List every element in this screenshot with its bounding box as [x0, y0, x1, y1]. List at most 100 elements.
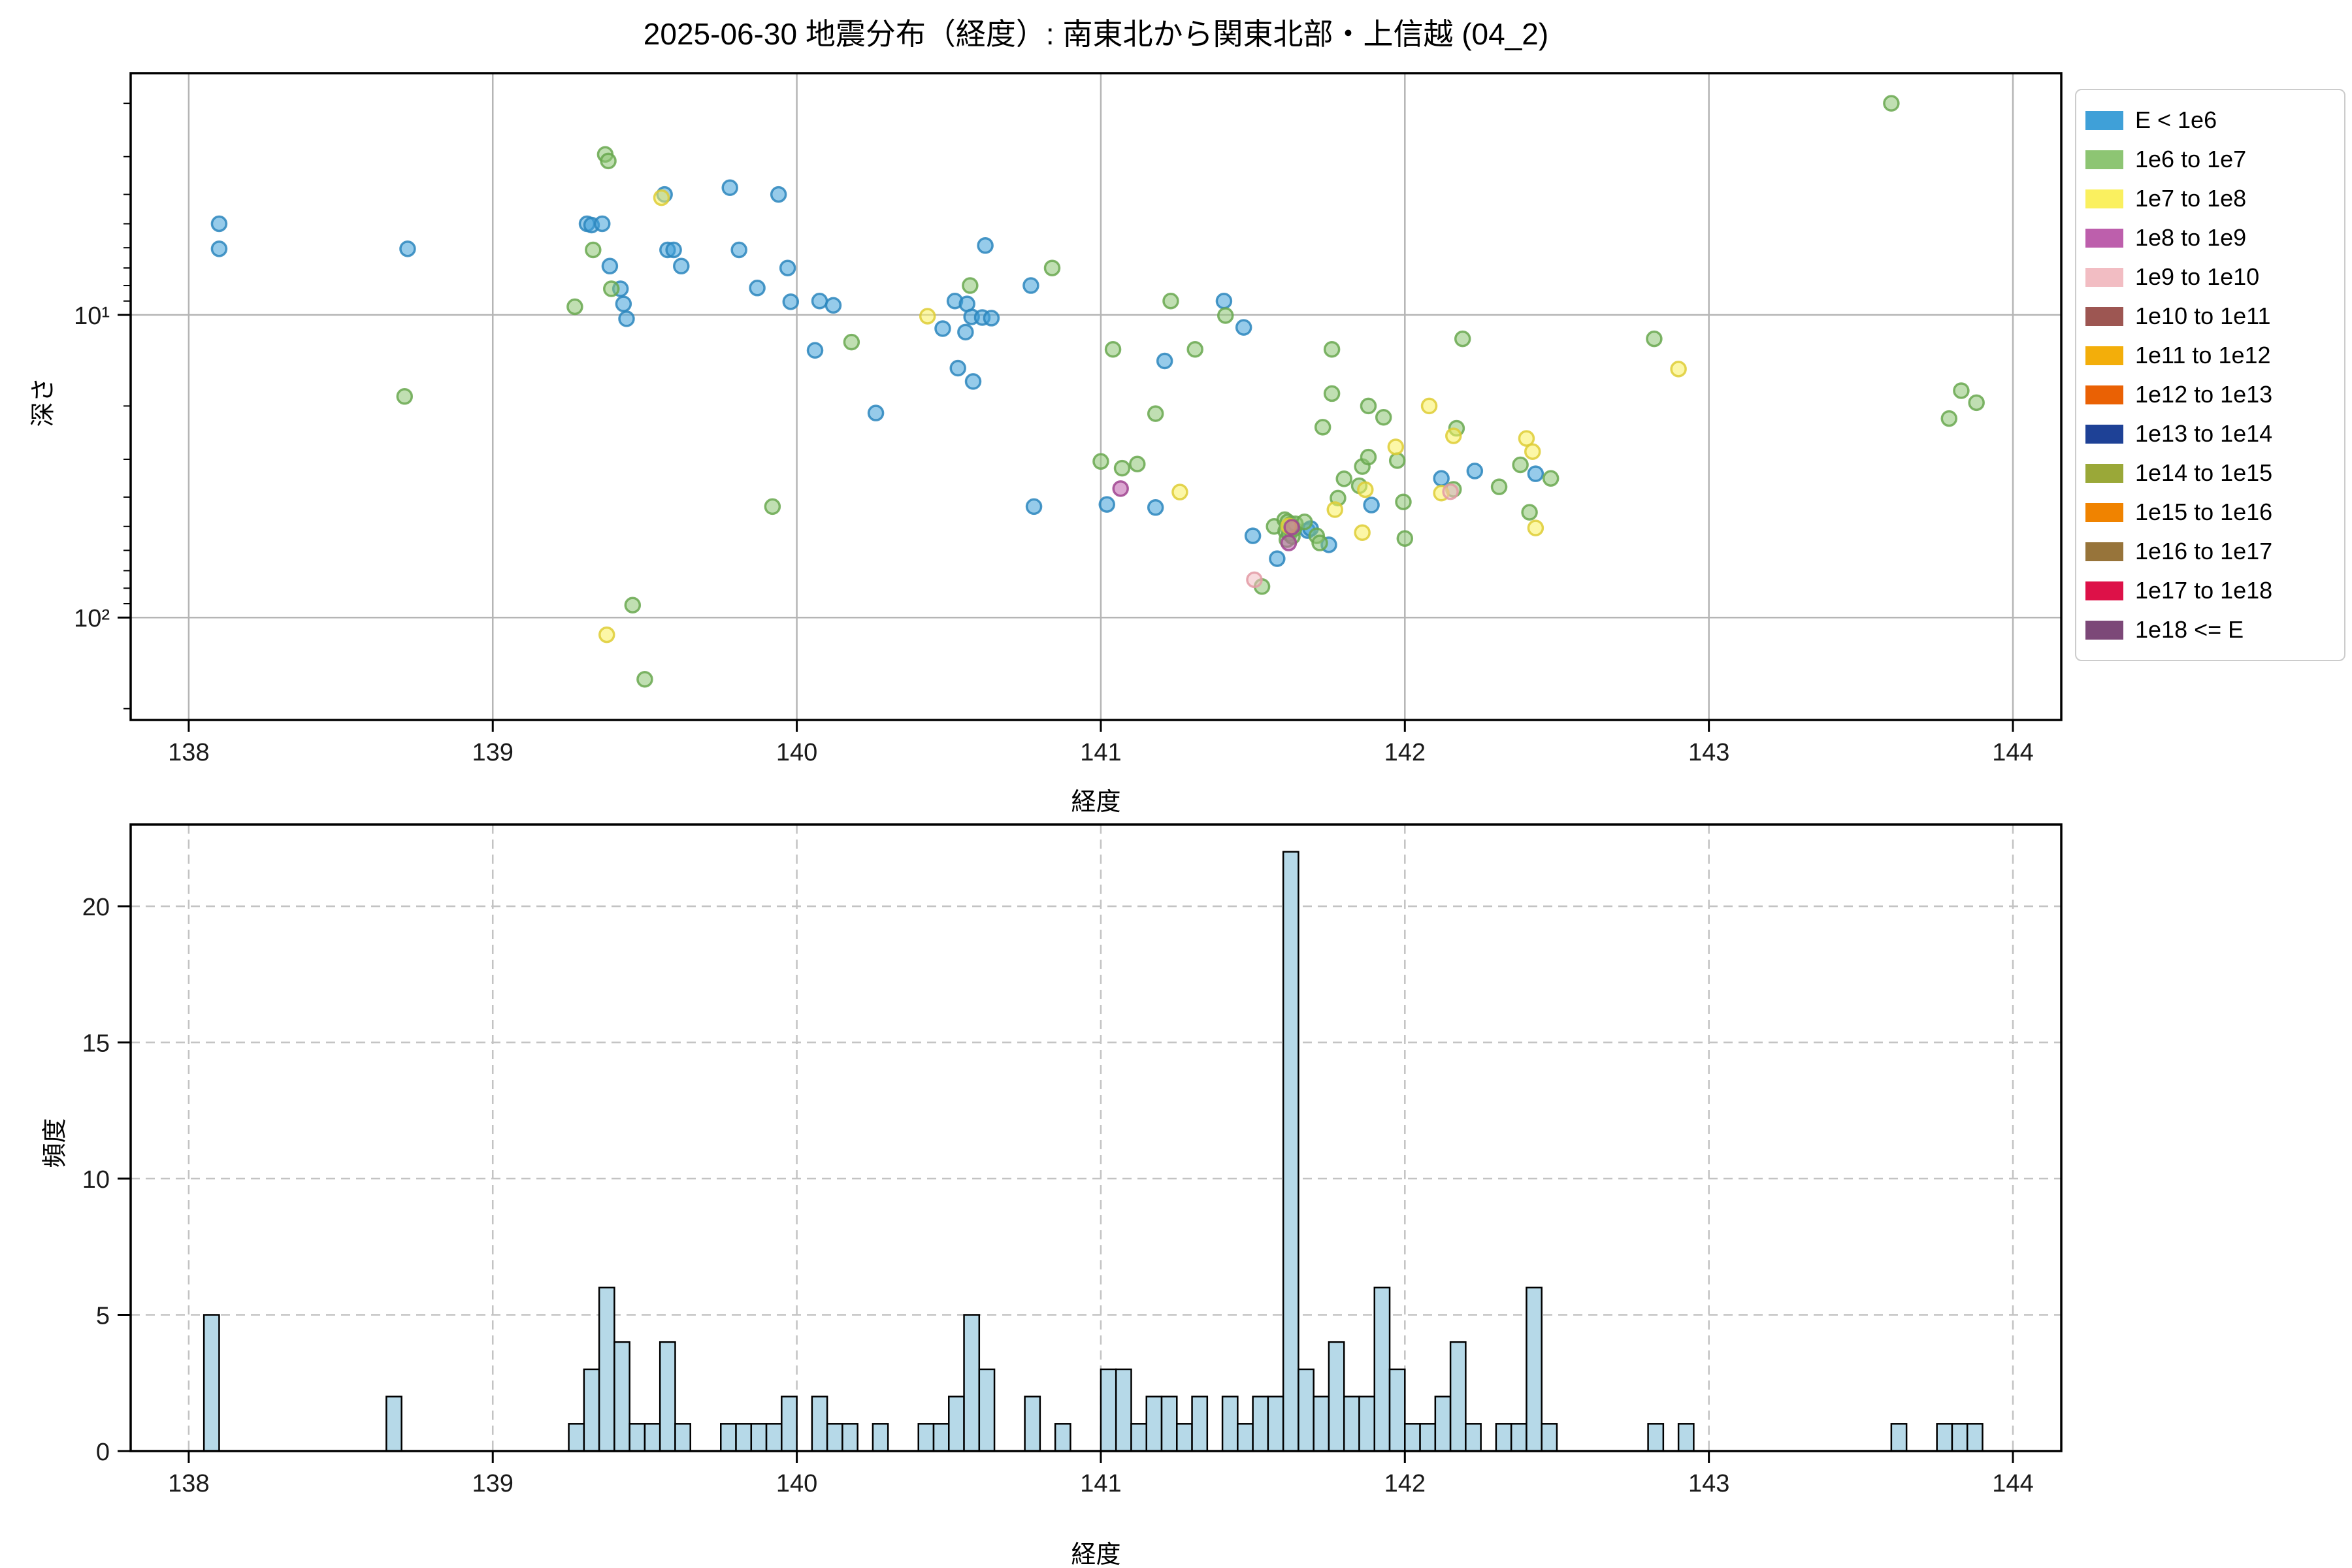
- histogram-bar: [826, 1423, 843, 1452]
- data-point: [825, 297, 842, 314]
- data-point: [1323, 385, 1341, 402]
- histogram-bar: [1191, 1396, 1209, 1452]
- legend-label: 1e17 to 1e18: [2135, 577, 2273, 604]
- data-point: [600, 152, 617, 170]
- data-point: [210, 240, 228, 257]
- histogram-bar: [1966, 1423, 1984, 1452]
- histogram-bar: [1328, 1341, 1345, 1452]
- data-point: [601, 257, 619, 275]
- legend-label: E < 1e6: [2135, 106, 2217, 133]
- data-point: [1527, 465, 1544, 482]
- data-point: [1113, 459, 1131, 477]
- data-point: [770, 186, 787, 203]
- data-point: [396, 388, 414, 405]
- bottom-xtick-label: 138: [168, 1470, 209, 1497]
- bottom-xtick-label: 142: [1384, 1470, 1426, 1497]
- legend-item-2: 1e7 to 1e8: [2085, 179, 2335, 218]
- histogram-bar: [1024, 1396, 1041, 1452]
- histogram-bar: [1388, 1368, 1406, 1452]
- legend-swatch-icon: [2085, 385, 2123, 404]
- histogram-bar: [720, 1423, 737, 1452]
- histogram-bar: [765, 1423, 783, 1452]
- data-point: [566, 298, 583, 316]
- data-point: [665, 241, 682, 259]
- data-point: [598, 626, 615, 644]
- bottom-xtick-label: 143: [1688, 1470, 1729, 1497]
- data-point: [1043, 259, 1061, 276]
- data-point: [1363, 497, 1380, 514]
- legend-swatch-icon: [2085, 306, 2123, 326]
- legend-label: 1e13 to 1e14: [2135, 420, 2273, 447]
- histogram-bar: [1677, 1423, 1695, 1452]
- top-xtick-label: 139: [472, 739, 514, 766]
- legend-item-11: 1e16 to 1e17: [2085, 532, 2335, 571]
- histogram-bar: [1647, 1423, 1665, 1452]
- legend-item-6: 1e11 to 1e12: [2085, 336, 2335, 375]
- data-point: [636, 671, 653, 688]
- bottom-ytick-label: 15: [82, 1030, 110, 1058]
- histogram-bar: [598, 1286, 615, 1452]
- data-point: [843, 333, 860, 351]
- bottom-ytick-label: 5: [96, 1303, 110, 1330]
- histogram-bar: [1221, 1396, 1239, 1452]
- data-point: [1466, 463, 1484, 480]
- legend-label: 1e6 to 1e7: [2135, 146, 2247, 172]
- data-point: [1968, 394, 1985, 412]
- top-plot-ylabel: 深さ: [29, 377, 57, 427]
- histogram-bar: [1237, 1423, 1254, 1452]
- data-point: [811, 293, 828, 310]
- histogram-bar: [1936, 1423, 1953, 1452]
- data-point: [1022, 277, 1039, 294]
- top-xtick-label: 144: [1992, 739, 2033, 766]
- data-point: [782, 293, 800, 310]
- data-point: [1269, 550, 1286, 567]
- data-point: [1433, 470, 1450, 487]
- histogram-bar: [1176, 1423, 1193, 1452]
- histogram-bar: [613, 1341, 630, 1452]
- data-point: [1314, 419, 1331, 436]
- legend-label: 1e12 to 1e13: [2135, 381, 2273, 408]
- data-point: [1527, 519, 1544, 536]
- histogram-bar: [1526, 1286, 1543, 1452]
- data-point: [1129, 455, 1146, 472]
- data-point: [779, 259, 796, 276]
- data-point: [1646, 330, 1663, 348]
- histogram-bar: [1145, 1396, 1163, 1452]
- histogram-bar: [659, 1341, 676, 1452]
- histogram-bar: [917, 1423, 935, 1452]
- data-point: [1311, 534, 1328, 551]
- data-point: [1375, 408, 1392, 426]
- data-point: [1025, 498, 1043, 515]
- histogram-bar: [978, 1368, 996, 1452]
- top-xtick-label: 141: [1080, 739, 1121, 766]
- scatter-series-3: [1112, 480, 1300, 551]
- histogram-bar: [735, 1423, 753, 1452]
- data-point: [977, 237, 994, 254]
- legend-label: 1e14 to 1e15: [2135, 459, 2273, 486]
- histogram-bar: [1252, 1396, 1269, 1452]
- histogram-bar: [1404, 1423, 1421, 1452]
- data-point: [624, 596, 642, 613]
- data-point: [1326, 501, 1344, 518]
- legend-item-1: 1e6 to 1e7: [2085, 140, 2335, 179]
- data-point: [1156, 352, 1173, 370]
- data-point: [1953, 382, 1970, 399]
- histogram-bar: [1541, 1423, 1558, 1452]
- top-xtick-label: 142: [1384, 739, 1426, 766]
- data-point: [1445, 427, 1462, 444]
- histogram-bar: [948, 1396, 965, 1452]
- histogram-bar: [1298, 1368, 1315, 1452]
- scatter-series-2: [598, 189, 1687, 644]
- legend-item-9: 1e14 to 1e15: [2085, 453, 2335, 493]
- histogram-bar: [1313, 1396, 1330, 1452]
- top-xtick-label: 143: [1688, 739, 1729, 766]
- histogram-bar: [644, 1423, 661, 1452]
- top-xtick-label: 138: [168, 739, 209, 766]
- data-point: [1283, 519, 1300, 536]
- legend-label: 1e7 to 1e8: [2135, 185, 2247, 212]
- histogram-bar: [629, 1423, 646, 1452]
- data-point: [806, 342, 824, 359]
- legend-item-7: 1e12 to 1e13: [2085, 375, 2335, 414]
- bottom-plot-ylabel: 頻度: [41, 1118, 69, 1168]
